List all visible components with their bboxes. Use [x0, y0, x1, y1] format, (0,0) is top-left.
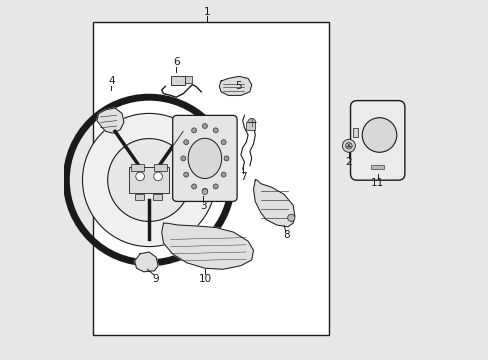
- Circle shape: [183, 140, 188, 145]
- Bar: [352, 128, 357, 137]
- Bar: [185, 76, 192, 83]
- Circle shape: [82, 113, 215, 247]
- Bar: [246, 122, 255, 130]
- Bar: [170, 76, 185, 85]
- Circle shape: [247, 118, 255, 126]
- Text: 11: 11: [370, 178, 384, 188]
- Circle shape: [342, 139, 355, 152]
- Circle shape: [213, 184, 218, 189]
- Circle shape: [202, 188, 207, 193]
- Text: 9: 9: [152, 274, 158, 284]
- Bar: [134, 194, 143, 200]
- Bar: [93, 22, 328, 335]
- Text: 8: 8: [283, 230, 290, 240]
- Bar: [129, 167, 168, 193]
- Circle shape: [191, 184, 196, 189]
- Circle shape: [224, 156, 228, 161]
- Polygon shape: [219, 76, 251, 95]
- Text: 3: 3: [200, 201, 206, 211]
- Polygon shape: [162, 223, 253, 269]
- Circle shape: [213, 128, 218, 133]
- Bar: [154, 164, 167, 171]
- Text: 4: 4: [108, 76, 114, 86]
- FancyBboxPatch shape: [172, 115, 237, 201]
- Circle shape: [345, 143, 351, 149]
- Text: 5: 5: [235, 81, 241, 91]
- FancyBboxPatch shape: [350, 100, 404, 180]
- Bar: [152, 194, 162, 200]
- Circle shape: [183, 172, 188, 177]
- Polygon shape: [253, 180, 294, 227]
- Circle shape: [153, 172, 162, 181]
- Circle shape: [287, 214, 294, 221]
- Circle shape: [221, 140, 225, 145]
- Polygon shape: [97, 108, 123, 133]
- Polygon shape: [134, 252, 158, 272]
- Ellipse shape: [188, 138, 221, 179]
- Bar: [131, 164, 143, 171]
- Text: 2: 2: [345, 157, 351, 167]
- Circle shape: [181, 156, 185, 161]
- Circle shape: [191, 128, 196, 133]
- Text: 7: 7: [240, 172, 246, 182]
- Circle shape: [202, 123, 207, 129]
- Circle shape: [362, 118, 396, 152]
- Bar: [370, 165, 383, 170]
- Circle shape: [221, 172, 225, 177]
- Circle shape: [202, 189, 207, 194]
- Text: 10: 10: [198, 274, 211, 284]
- Circle shape: [136, 172, 144, 181]
- Text: 6: 6: [172, 57, 179, 67]
- Circle shape: [107, 139, 190, 221]
- Text: 1: 1: [203, 6, 209, 17]
